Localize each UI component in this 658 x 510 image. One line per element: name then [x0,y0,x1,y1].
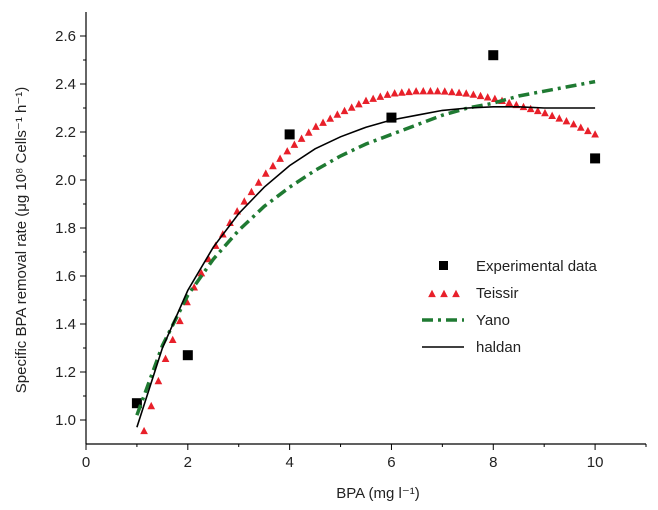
data-point [131,398,142,409]
data-point [591,130,599,138]
data-point [140,426,148,435]
data-point [290,140,299,148]
legend-swatch [440,289,448,298]
data-point [455,88,463,96]
x-tick-label: 0 [82,454,90,471]
data-point [426,87,435,95]
y-tick-label: 2.4 [55,76,76,93]
data-point [533,106,542,115]
legend-swatch [439,261,448,270]
data-point [240,197,249,205]
legend-swatch [428,289,436,298]
data-point [383,90,392,98]
y-tick-label: 1.2 [55,364,76,381]
data-point [304,128,313,136]
data-point [147,401,156,410]
data-point [176,316,184,325]
data-point [161,354,170,362]
data-point [297,134,306,142]
data-point [476,91,485,100]
x-tick-label: 2 [184,454,192,471]
data-point [386,112,397,123]
data-point [283,147,292,155]
data-point [576,123,585,131]
data-point [412,87,420,95]
data-point [276,154,284,162]
axes: 0 2 4 6 8 10 1.0 1.2 1.4 1.6 1.8 2.0 2.2 2.4 2.6 [55,12,647,471]
data-point [312,122,320,130]
data-point [548,111,556,119]
data-point [405,87,413,96]
data-point [362,96,370,104]
y-tick-label: 2.0 [55,172,76,189]
data-point [433,87,442,95]
y-tick-label: 1.6 [55,268,76,285]
legend-item: haldan [422,339,521,356]
y-tick-label: 2.6 [55,28,76,45]
data-point [462,89,471,97]
data-point [491,94,499,102]
legend-swatch [452,289,460,298]
data-point [168,335,177,344]
data-point [448,87,456,96]
data-point [226,218,234,226]
legend-item: Experimental data [439,258,598,275]
data-point [397,88,406,96]
data-point [369,94,378,102]
data-point [590,153,601,164]
data-point [354,99,363,108]
data-point [469,90,478,98]
data-point [254,178,263,186]
data-point [505,98,514,107]
data-point [319,118,327,126]
legend-label: haldan [476,339,521,356]
series-layer [131,50,601,435]
data-point [488,50,499,61]
legend-label: Teissir [476,285,519,302]
legend-label: Experimental data [476,258,598,275]
x-axis-title: BPA (mg l⁻¹) [336,485,419,502]
data-point [154,376,163,385]
data-point [326,114,335,122]
legend-label: Yano [476,312,510,329]
series-experimental-data [131,50,601,409]
x-tick-label: 6 [387,454,395,471]
data-point [333,110,342,118]
x-tick-label: 4 [285,454,293,471]
data-point [247,187,256,196]
data-point [562,117,571,125]
data-point [269,161,277,170]
y-tick-label: 1.8 [55,220,76,237]
legend: Experimental data Teissir Yano haldan [422,258,598,356]
y-tick-label: 1.4 [55,316,76,333]
data-point [197,269,206,277]
y-axis-title: Specific BPA removal rate (μg 10⁸ Cells⁻… [13,87,30,393]
data-point [261,169,270,177]
legend-item: Teissir [428,285,519,302]
y-tick-label: 2.2 [55,124,76,141]
data-point [340,106,349,115]
data-point [284,129,295,140]
data-point [440,87,449,95]
data-point [569,120,578,128]
data-point [347,103,356,111]
series-line [136,106,596,428]
series-yano [135,79,596,416]
y-tick-label: 1.0 [55,412,76,429]
x-tick-label: 8 [489,454,497,471]
data-point [376,92,385,100]
data-point [541,108,549,117]
data-point [483,93,492,101]
series-haldan [136,106,596,428]
data-point [555,114,564,122]
data-point [419,87,428,95]
data-point [584,126,592,135]
data-point [526,104,535,113]
x-tick-label: 10 [587,454,604,471]
legend-item: Yano [422,312,510,329]
series-line [135,79,596,416]
data-point [182,350,193,361]
data-point [390,89,399,97]
